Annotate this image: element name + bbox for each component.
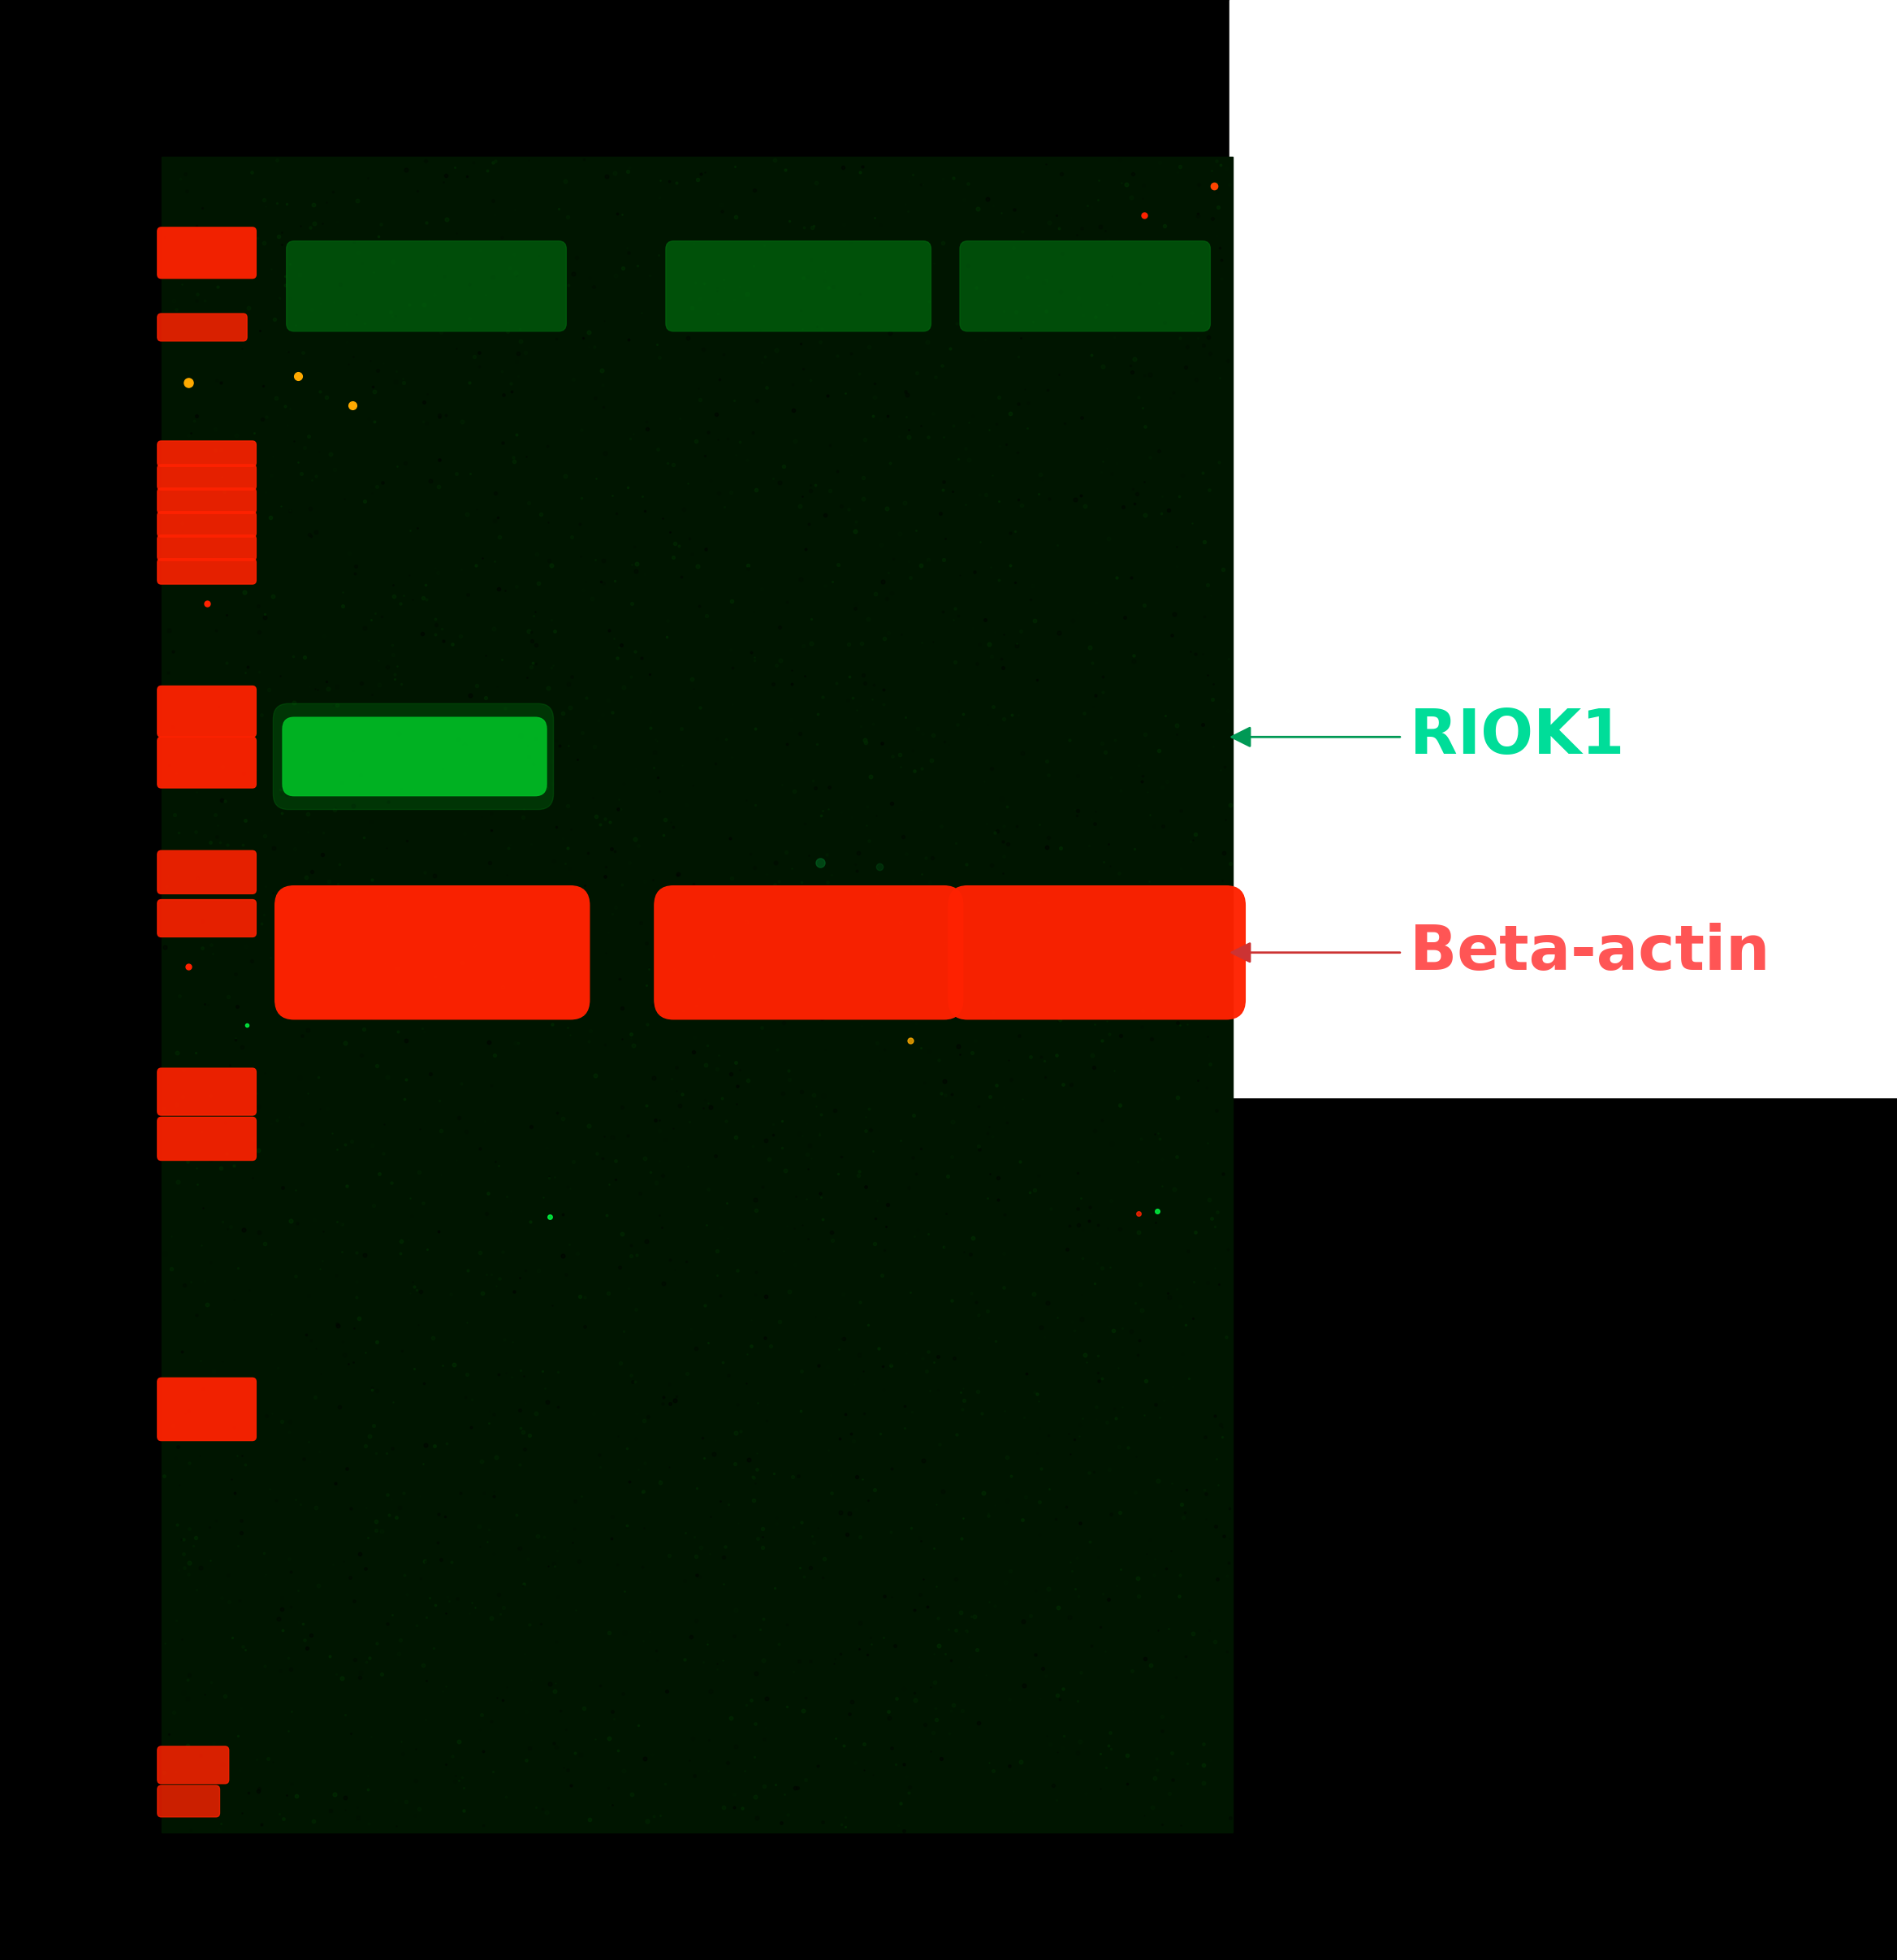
FancyBboxPatch shape <box>273 704 554 809</box>
FancyBboxPatch shape <box>666 241 931 331</box>
Bar <box>161 157 1233 1833</box>
FancyBboxPatch shape <box>157 1746 230 1784</box>
FancyBboxPatch shape <box>157 1068 256 1115</box>
FancyBboxPatch shape <box>948 886 1244 1019</box>
FancyBboxPatch shape <box>654 886 964 1019</box>
FancyBboxPatch shape <box>275 886 590 1019</box>
FancyBboxPatch shape <box>157 488 256 514</box>
FancyBboxPatch shape <box>283 717 546 796</box>
FancyBboxPatch shape <box>157 314 247 341</box>
FancyBboxPatch shape <box>960 241 1210 331</box>
FancyBboxPatch shape <box>157 1786 220 1817</box>
Text: Beta-actin: Beta-actin <box>1409 923 1770 982</box>
FancyBboxPatch shape <box>157 559 256 584</box>
FancyBboxPatch shape <box>157 1378 256 1441</box>
FancyBboxPatch shape <box>157 737 256 788</box>
FancyBboxPatch shape <box>157 512 256 537</box>
FancyBboxPatch shape <box>157 686 256 737</box>
FancyBboxPatch shape <box>157 535 256 561</box>
Bar <box>1229 0 1897 1098</box>
FancyBboxPatch shape <box>157 851 256 894</box>
FancyBboxPatch shape <box>157 1117 256 1160</box>
Text: RIOK1: RIOK1 <box>1409 708 1624 766</box>
FancyBboxPatch shape <box>286 241 565 331</box>
FancyBboxPatch shape <box>157 227 256 278</box>
FancyBboxPatch shape <box>157 441 256 466</box>
FancyBboxPatch shape <box>157 465 256 490</box>
FancyBboxPatch shape <box>157 900 256 937</box>
